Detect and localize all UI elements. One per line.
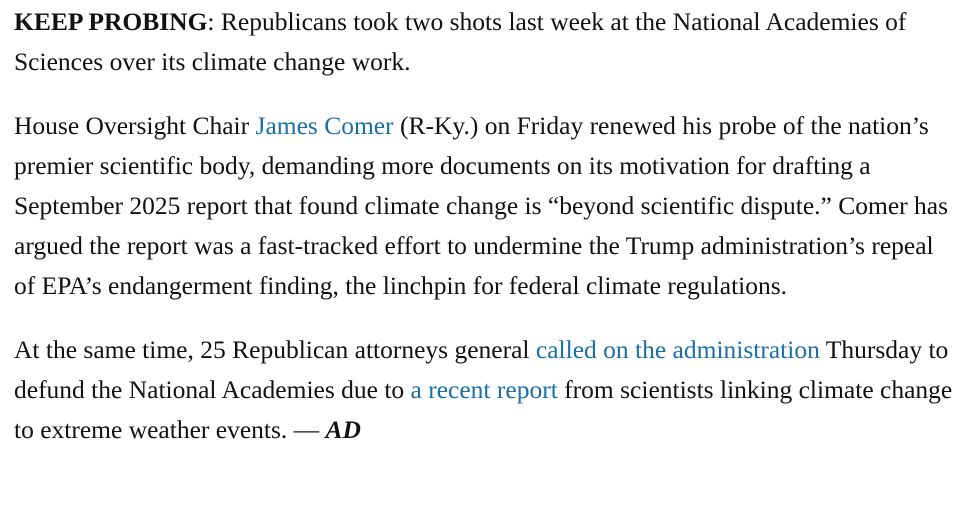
author-initials: AD	[325, 415, 361, 444]
paragraph: At the same time, 25 Republican attorney…	[14, 330, 956, 450]
paragraph: KEEP PROBING: Republicans took two shots…	[14, 2, 956, 82]
text: At the same time, 25 Republican attorney…	[14, 335, 536, 364]
article: KEEP PROBING: Republicans took two shots…	[14, 2, 956, 450]
link[interactable]: a recent report	[410, 375, 558, 404]
lead-label: KEEP PROBING	[14, 7, 208, 36]
link[interactable]: James Comer	[255, 111, 394, 140]
link[interactable]: called on the administration	[535, 335, 820, 364]
text: House Oversight Chair	[14, 111, 256, 140]
text: from scientists linking climate change t…	[14, 375, 953, 444]
text: (R-Ky.) on Friday renewed his probe of t…	[14, 111, 949, 300]
text: : Republicans took two shots last week a…	[14, 7, 907, 76]
text: Thursday to defund the National Academie…	[14, 335, 949, 404]
paragraph: House Oversight Chair James Comer (R-Ky.…	[14, 106, 956, 306]
